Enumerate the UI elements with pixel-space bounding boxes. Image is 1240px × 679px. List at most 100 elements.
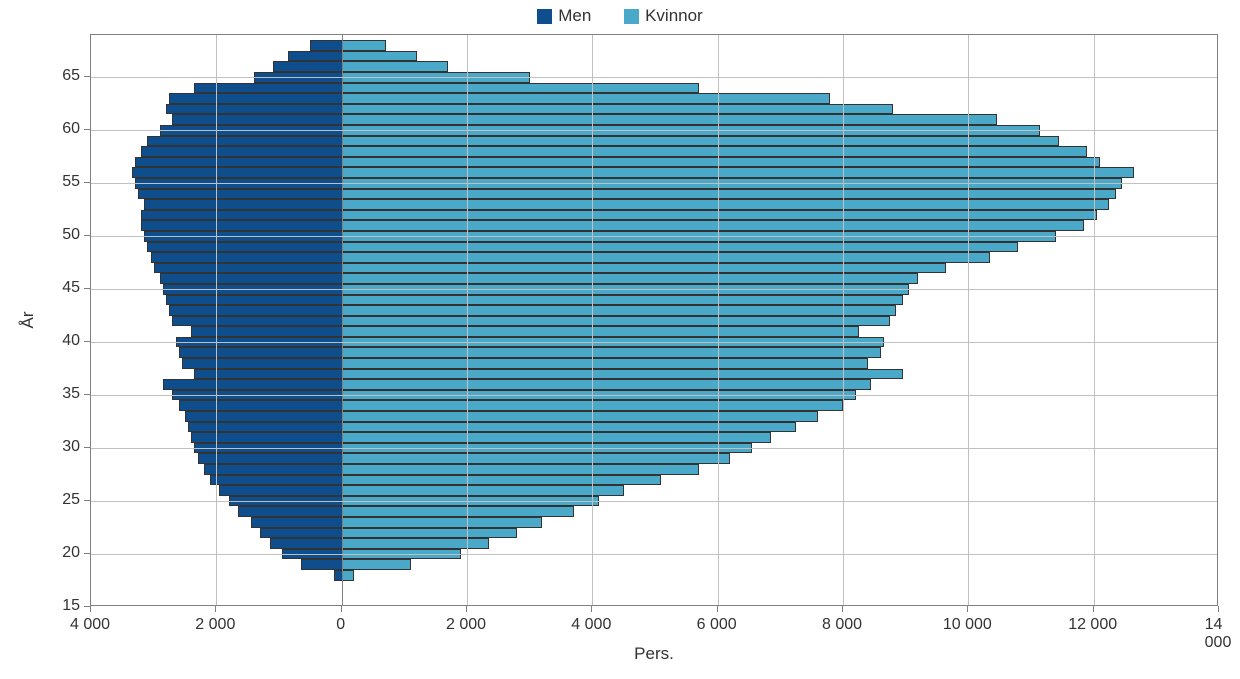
bar-women xyxy=(342,506,574,517)
x-tick-label: 0 xyxy=(336,616,345,634)
y-tick-mark xyxy=(84,182,90,183)
gridline-vertical xyxy=(1094,35,1095,605)
bar-men xyxy=(260,528,341,539)
bar-men xyxy=(160,273,342,284)
bar-men xyxy=(141,220,342,231)
y-tick-mark xyxy=(84,553,90,554)
bar-women xyxy=(342,475,662,486)
bar-women xyxy=(342,146,1088,157)
bar-men xyxy=(138,189,342,200)
gridline-vertical xyxy=(592,35,593,605)
bar-women xyxy=(342,347,881,358)
bar-women xyxy=(342,61,449,72)
bar-men xyxy=(163,379,342,390)
bar-women xyxy=(342,167,1135,178)
y-tick-mark xyxy=(84,447,90,448)
bar-men xyxy=(288,51,341,62)
x-tick-label: 8 000 xyxy=(822,616,862,634)
bar-women xyxy=(342,51,417,62)
x-axis-title: Pers. xyxy=(634,644,674,664)
bar-women xyxy=(342,559,411,570)
bar-women xyxy=(342,199,1110,210)
gridline-horizontal xyxy=(91,77,1217,78)
legend-label-women: Kvinnor xyxy=(645,6,703,26)
x-tick-label: 10 000 xyxy=(943,616,992,634)
gridline-horizontal xyxy=(91,501,1217,502)
legend-swatch-women xyxy=(624,9,639,24)
bar-women xyxy=(342,40,386,51)
y-tick-label: 40 xyxy=(54,332,80,350)
bar-men xyxy=(147,242,341,253)
bar-men xyxy=(147,136,341,147)
bar-women xyxy=(342,422,796,433)
bar-men xyxy=(182,358,342,369)
x-tick-mark xyxy=(341,606,342,612)
bar-men xyxy=(270,538,342,549)
gridline-vertical xyxy=(216,35,217,605)
y-tick-label: 45 xyxy=(54,279,80,297)
bar-women xyxy=(342,305,897,316)
bar-men xyxy=(169,305,341,316)
bar-women xyxy=(342,570,355,581)
bar-men xyxy=(191,326,341,337)
bar-men xyxy=(144,199,341,210)
legend-item-men: Men xyxy=(537,6,591,26)
legend-swatch-men xyxy=(537,9,552,24)
bar-men xyxy=(185,411,342,422)
bar-women xyxy=(342,316,890,327)
bar-men xyxy=(238,506,341,517)
bar-women xyxy=(342,326,859,337)
bar-men xyxy=(204,464,342,475)
bar-men xyxy=(301,559,342,570)
bar-men xyxy=(198,453,342,464)
x-tick-label: 12 000 xyxy=(1068,616,1117,634)
y-tick-mark xyxy=(84,235,90,236)
bar-women xyxy=(342,369,903,380)
bar-men xyxy=(169,93,341,104)
bar-men xyxy=(132,167,342,178)
y-tick-mark xyxy=(84,394,90,395)
bar-men xyxy=(141,146,342,157)
x-tick-mark xyxy=(215,606,216,612)
x-tick-mark xyxy=(967,606,968,612)
gridline-vertical xyxy=(718,35,719,605)
legend-label-men: Men xyxy=(558,6,591,26)
gridline-horizontal xyxy=(91,448,1217,449)
x-tick-mark xyxy=(466,606,467,612)
gridline-horizontal xyxy=(91,554,1217,555)
bar-women xyxy=(342,242,1019,253)
y-tick-mark xyxy=(84,288,90,289)
bar-women xyxy=(342,83,699,94)
y-axis-title: År xyxy=(18,312,38,329)
bar-women xyxy=(342,379,872,390)
bar-men xyxy=(251,517,342,528)
bar-men xyxy=(166,295,341,306)
bar-men xyxy=(166,104,341,115)
bar-women xyxy=(342,358,868,369)
x-tick-label: 2 000 xyxy=(446,616,486,634)
gridline-vertical xyxy=(843,35,844,605)
y-tick-mark xyxy=(84,606,90,607)
gridline-horizontal xyxy=(91,342,1217,343)
chart-legend: Men Kvinnor xyxy=(0,6,1240,29)
bar-men xyxy=(154,263,342,274)
bar-women xyxy=(342,263,947,274)
bar-women xyxy=(342,252,991,263)
y-tick-label: 65 xyxy=(54,67,80,85)
bar-men xyxy=(179,347,342,358)
bar-women xyxy=(342,93,831,104)
y-tick-mark xyxy=(84,341,90,342)
population-pyramid-chart: Men Kvinnor År Pers. 4 0002 00002 0004 0… xyxy=(0,0,1240,679)
x-tick-mark xyxy=(842,606,843,612)
bar-men xyxy=(179,400,342,411)
bar-women xyxy=(342,528,517,539)
y-tick-label: 35 xyxy=(54,385,80,403)
y-tick-label: 20 xyxy=(54,544,80,562)
bar-men xyxy=(334,570,342,581)
y-tick-label: 60 xyxy=(54,120,80,138)
bar-women xyxy=(342,104,893,115)
bar-men xyxy=(191,432,341,443)
x-tick-label: 4 000 xyxy=(571,616,611,634)
bar-men xyxy=(188,422,342,433)
bar-women xyxy=(342,485,624,496)
